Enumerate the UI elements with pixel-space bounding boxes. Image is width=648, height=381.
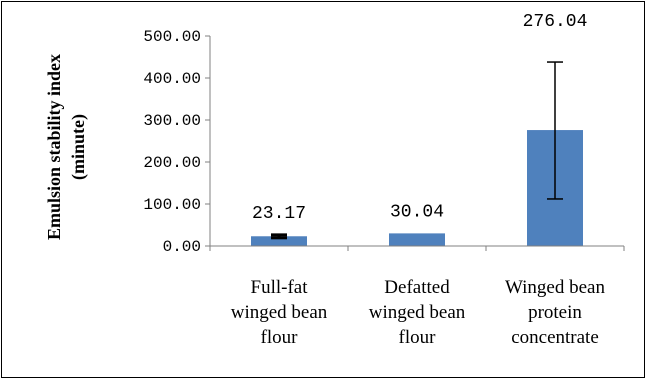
data-labels: 23.17 30.04 276.04 xyxy=(252,12,587,224)
y-axis-title-line: Emulsion stability index xyxy=(44,54,64,240)
category-labels: Full-fat winged bean flour Defatted winged b… xyxy=(231,277,606,348)
data-label: 276.04 xyxy=(523,12,588,32)
bars xyxy=(251,130,583,246)
data-label: 23.17 xyxy=(252,204,306,224)
y-tick-label: 400.00 xyxy=(143,70,201,88)
category-label-line: Winged bean xyxy=(505,277,606,298)
bar xyxy=(251,236,307,246)
category-label-line: Full-fat xyxy=(251,277,309,298)
y-tick-label: 200.00 xyxy=(143,154,201,172)
category-label-line: flour xyxy=(399,327,437,348)
data-label: 30.04 xyxy=(390,202,444,222)
y-axis-ticks: 0.00 100.00 200.00 300.00 400.00 500.00 xyxy=(143,28,210,256)
y-tick-label: 0.00 xyxy=(163,238,201,256)
axes xyxy=(209,36,625,251)
category-label-line: winged bean xyxy=(369,302,466,323)
y-axis-title: Emulsion stability index (minute) xyxy=(44,54,89,240)
category-label-line: protein xyxy=(528,302,582,323)
category-label-line: concentrate xyxy=(511,327,599,348)
y-tick-label: 300.00 xyxy=(143,112,201,130)
error-bars xyxy=(271,61,563,240)
category-label-line: winged bean xyxy=(231,302,328,323)
category-label-line: Defatted xyxy=(384,277,450,298)
y-axis-title-line: (minute) xyxy=(68,114,89,180)
category-label-line: flour xyxy=(261,327,299,348)
y-tick-label: 100.00 xyxy=(143,196,201,214)
y-tick-label: 500.00 xyxy=(143,28,201,46)
bar xyxy=(389,233,445,246)
